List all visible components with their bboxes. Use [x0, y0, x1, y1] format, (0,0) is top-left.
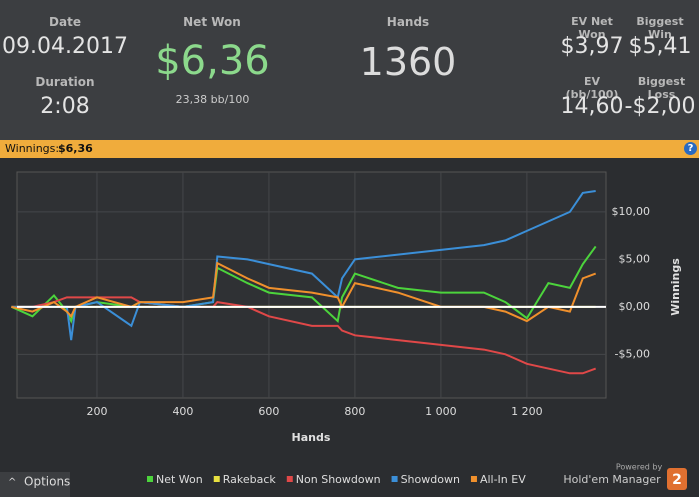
powered-by: Powered by: [616, 463, 663, 472]
legend-label: Net Won: [156, 473, 203, 486]
y-tick-label: -$5,00: [615, 347, 650, 360]
legend-label: Showdown: [401, 473, 460, 486]
biggest-win: $5,41: [628, 34, 692, 59]
date-label: Date: [49, 15, 81, 29]
biggest-win-label: Biggest Win: [636, 15, 684, 41]
legend-label: All-In EV: [480, 473, 526, 486]
series-line: [11, 296, 597, 375]
x-tick-label: 1 000: [425, 405, 457, 418]
ev-bb-label: EV (bb/100): [565, 75, 619, 101]
brand-logo: [667, 468, 687, 490]
options-caret: ^: [8, 477, 16, 488]
brand: Hold'em Manager: [563, 473, 661, 486]
stats-panel: Date 09.04.2017 Duration 2:08 Net Won $6…: [0, 0, 699, 140]
ev-net-won: $3,97: [560, 34, 624, 59]
y-tick-label: $5,00: [619, 252, 651, 265]
legend-swatch: [147, 476, 153, 482]
biggest-loss-label: Biggest Loss: [637, 75, 686, 101]
options-label: Options: [24, 475, 70, 489]
hands: 1360: [359, 40, 457, 84]
x-tick-label: 400: [172, 405, 193, 418]
x-tick-label: 1 200: [511, 405, 543, 418]
hands-label: Hands: [386, 15, 430, 29]
legend-label: Non Showdown: [296, 473, 381, 486]
y-tick-label: $0,00: [619, 300, 651, 313]
x-axis-title: Hands: [292, 431, 331, 444]
plot-area: [16, 171, 607, 399]
duration: 2:08: [40, 94, 90, 119]
options-button[interactable]: [0, 472, 70, 497]
y-axis-title: Winnings: [669, 258, 682, 316]
legend-swatch: [286, 476, 293, 482]
ev-bb: 14,60: [560, 94, 624, 119]
x-tick-label: 200: [86, 405, 107, 418]
net-won-bb: 23,38 bb/100: [175, 93, 250, 106]
series-line: [11, 261, 597, 323]
biggest-loss: -$2,00: [624, 94, 696, 119]
legend-swatch: [470, 476, 477, 482]
winnings-label: Winnings:: [5, 142, 60, 155]
winnings-bar: Winnings: $6,36 ?: [0, 140, 699, 158]
y-tick-label: $10,00: [612, 205, 651, 218]
help-button[interactable]: ?: [684, 142, 697, 155]
winnings-value: $6,36: [58, 142, 93, 155]
brand-version: 2: [672, 472, 682, 488]
x-tick-label: 800: [344, 405, 365, 418]
x-tick-label: 600: [258, 405, 279, 418]
series-line: [10, 245, 597, 324]
duration-label: Duration: [35, 75, 95, 89]
net-won: $6,36: [155, 38, 270, 84]
chart: Hands Winnings ^ Options Powered by Hold…: [0, 171, 687, 497]
net-won-label: Net Won: [183, 15, 241, 29]
legend-swatch: [213, 476, 220, 482]
legend-label: Rakeback: [223, 473, 277, 486]
date: 09.04.2017: [2, 34, 128, 59]
legend-swatch: [391, 476, 398, 482]
series-line: [11, 190, 596, 341]
ev-net-won-label: EV Net Won: [571, 15, 613, 41]
